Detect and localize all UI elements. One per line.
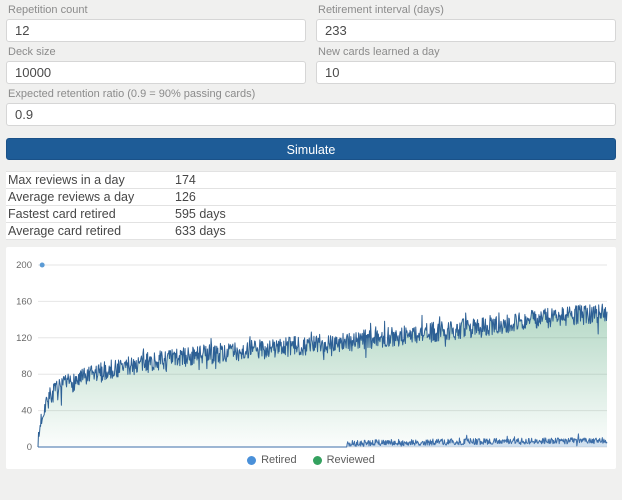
retired-legend-dot-icon — [247, 455, 257, 465]
retirement-interval-input[interactable] — [316, 19, 616, 42]
stat-value: 595 days — [175, 207, 226, 221]
stat-label: Average card retired — [8, 224, 122, 238]
field-repetition-count: Repetition count — [6, 0, 306, 42]
field-retirement-interval: Retirement interval (days) — [316, 0, 616, 42]
legend-item-reviewed[interactable]: Reviewed — [312, 454, 375, 466]
table-row: Fastest card retired 595 days — [6, 205, 616, 222]
legend-item-retired[interactable]: Retired — [247, 454, 297, 466]
svg-text:120: 120 — [16, 333, 32, 344]
svg-text:80: 80 — [21, 369, 32, 380]
svg-text:0: 0 — [27, 442, 32, 451]
new-cards-per-day-label: New cards learned a day — [318, 46, 440, 58]
svg-text:160: 160 — [16, 296, 32, 307]
stat-label: Max reviews in a day — [8, 173, 125, 187]
field-deck-size: Deck size — [6, 42, 306, 84]
legend-label: Retired — [261, 454, 297, 466]
simulation-chart: 0 40 80 120 160 200 — [16, 260, 608, 451]
table-row: Max reviews in a day 174 — [6, 171, 616, 188]
stat-value: 174 — [175, 173, 196, 187]
legend-label: Reviewed — [326, 454, 375, 466]
simulator-page: Repetition count Retirement interval (da… — [6, 0, 616, 469]
simulation-stats-table: Max reviews in a day 174 Average reviews… — [6, 171, 616, 240]
retention-ratio-label: Expected retention ratio (0.9 = 90% pass… — [8, 88, 256, 100]
svg-text:200: 200 — [16, 260, 32, 271]
stat-value: 126 — [175, 190, 196, 204]
stat-label: Average reviews a day — [8, 190, 135, 204]
new-cards-per-day-input[interactable] — [316, 61, 616, 84]
svg-text:40: 40 — [21, 406, 32, 417]
repetition-count-input[interactable] — [6, 19, 306, 42]
table-row: Average card retired 633 days — [6, 222, 616, 239]
retirement-interval-label: Retirement interval (days) — [318, 4, 444, 16]
deck-size-input[interactable] — [6, 61, 306, 84]
table-row: Average reviews a day 126 — [6, 188, 616, 205]
reviewed-legend-dot-icon — [312, 455, 322, 465]
retention-ratio-input[interactable] — [6, 103, 616, 126]
deck-size-label: Deck size — [8, 46, 56, 58]
repetition-count-label: Repetition count — [8, 4, 88, 16]
field-new-cards-per-day: New cards learned a day — [316, 42, 616, 84]
stat-label: Fastest card retired — [8, 207, 116, 221]
chart-legend: Retired Reviewed — [6, 451, 616, 469]
stat-value: 633 days — [175, 224, 226, 238]
field-retention-ratio: Expected retention ratio (0.9 = 90% pass… — [6, 88, 616, 126]
simulation-chart-panel: 0 40 80 120 160 200 Retired Reviewed — [6, 247, 616, 469]
simulate-button[interactable]: Simulate — [6, 138, 616, 160]
